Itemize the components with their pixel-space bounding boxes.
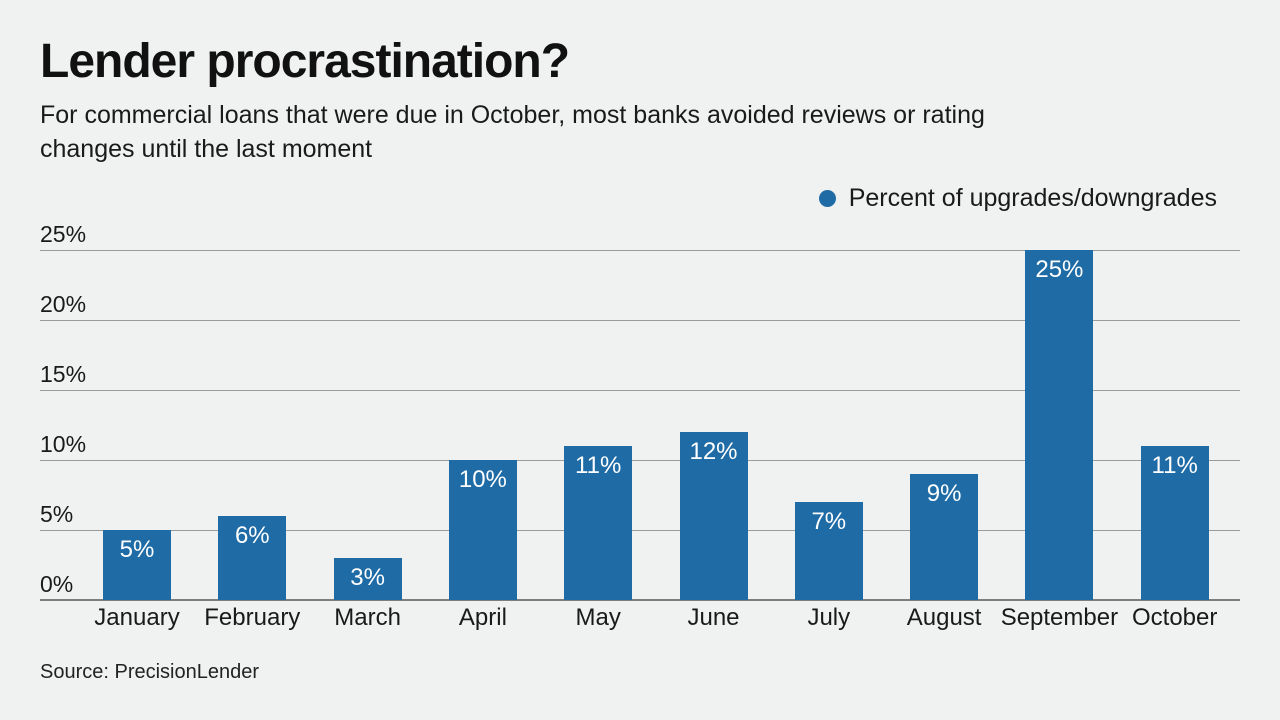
bar-february: 6% — [218, 516, 287, 600]
bar-march: 3% — [333, 558, 402, 600]
bar-august: 9% — [910, 474, 979, 600]
bar-october: 11% — [1140, 446, 1209, 600]
bar-value-label: 10% — [458, 466, 507, 493]
bar-june: 12% — [679, 432, 748, 600]
bar-value-label: 11% — [575, 452, 622, 479]
chart-title: Lender procrastination? — [40, 35, 570, 88]
x-axis-label-september: September — [1000, 604, 1119, 631]
x-axis-label-january: January — [94, 604, 180, 631]
y-axis-tick-label: 10% — [40, 431, 87, 457]
bar-may: 11% — [564, 446, 633, 600]
bar-january: 5% — [103, 530, 171, 600]
gridline-25 — [40, 250, 1240, 251]
legend-label: Percent of upgrades/downgrades — [848, 184, 1217, 212]
bar-value-label: 7% — [811, 508, 847, 535]
bar-value-label: 25% — [1035, 256, 1084, 283]
y-axis-tick-label: 20% — [40, 291, 87, 317]
y-axis-tick-label: 15% — [40, 361, 87, 387]
x-axis-label-march: March — [334, 604, 401, 631]
x-axis-label-april: April — [458, 604, 507, 631]
bar-july: 7% — [794, 502, 863, 600]
x-axis-label-may: May — [575, 604, 621, 631]
bar-april: 10% — [448, 460, 517, 600]
gridline-10 — [40, 460, 1240, 461]
x-axis-label-october: October — [1132, 604, 1218, 631]
x-axis-label-august: August — [906, 604, 982, 631]
bar-value-label: 6% — [234, 522, 270, 549]
bar-value-label: 9% — [926, 480, 962, 507]
x-axis-label-june: June — [687, 604, 740, 631]
chart-subtitle: For commercial loans that were due in Oc… — [40, 101, 985, 163]
bar-value-label: 12% — [689, 438, 738, 465]
y-axis-tick-label: 0% — [40, 571, 74, 597]
y-axis-tick-label: 25% — [40, 221, 87, 247]
x-axis-label-july: July — [807, 604, 851, 631]
legend: Percent of upgrades/downgrades — [818, 184, 1217, 213]
bar-value-label: 5% — [119, 536, 155, 563]
source-note: Source: PrecisionLender — [40, 661, 260, 683]
x-axis-label-february: February — [204, 604, 301, 631]
x-axis-line — [40, 599, 1240, 601]
y-axis-tick-label: 5% — [40, 501, 74, 527]
gridline-15 — [40, 390, 1240, 391]
gridline-5 — [40, 530, 1240, 531]
legend-circle-icon — [818, 190, 836, 207]
gridline-20 — [40, 320, 1240, 321]
bar-value-label: 3% — [350, 564, 385, 591]
bar-value-label: 11% — [1151, 452, 1198, 479]
bar-september: 25% — [1025, 250, 1094, 600]
